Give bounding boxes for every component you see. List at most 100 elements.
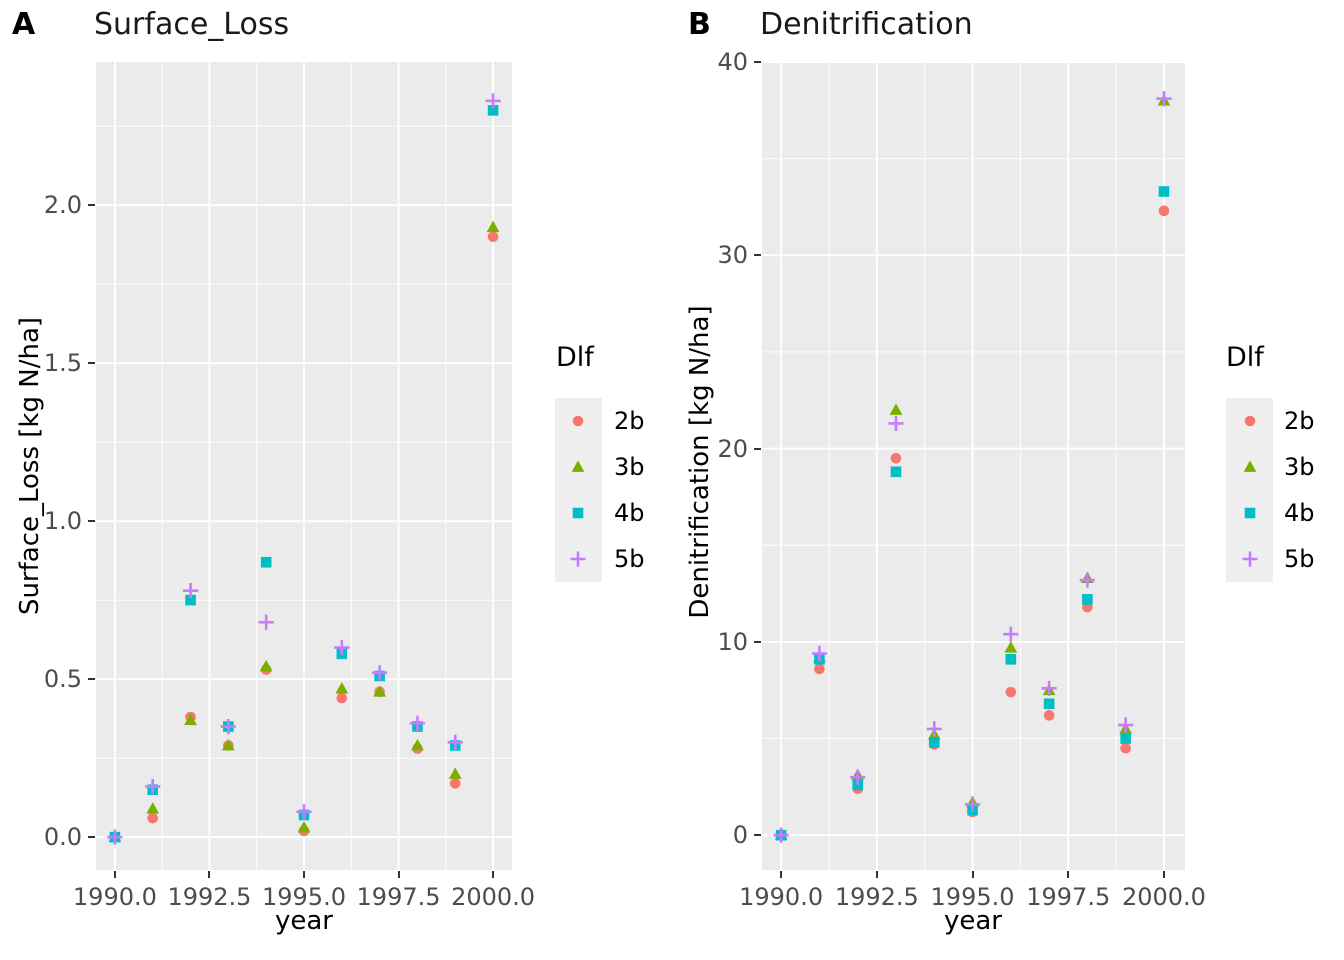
point-triangle	[571, 460, 585, 472]
legend-label-3b: 3b	[1284, 453, 1315, 481]
point-plus	[145, 778, 161, 795]
plot-area-denitrification	[762, 62, 1185, 870]
legend-key-3b	[1237, 454, 1263, 480]
point-circle	[1244, 415, 1256, 427]
legend-label-3b: 3b	[614, 453, 645, 481]
point-plus	[1079, 572, 1095, 588]
panel-background	[762, 62, 1185, 870]
point-circle	[449, 778, 461, 789]
point-triangle	[373, 685, 387, 697]
y-axis-label-surface-loss: Surface_Loss [kg N/ha]	[15, 316, 45, 616]
y-tick-label: 20	[717, 434, 748, 463]
point-plus	[447, 734, 463, 750]
x-tick-label: 1997.5	[356, 883, 441, 911]
x-axis-label-year-b: year	[943, 906, 1002, 936]
point-triangle	[486, 220, 500, 233]
point-plus	[1041, 680, 1057, 696]
point-triangle	[448, 767, 462, 779]
x-tick-label: 1990.0	[739, 883, 824, 911]
point-plus	[888, 415, 904, 432]
y-tick-mark	[88, 836, 95, 839]
x-tick-mark	[1067, 871, 1070, 878]
point-plus	[1118, 717, 1134, 733]
y-tick-label: 0.0	[43, 823, 82, 852]
point-square	[487, 105, 499, 116]
legend-key-3b	[565, 454, 591, 480]
point-square	[1005, 654, 1017, 665]
legend-key-strip-a	[555, 398, 602, 582]
y-tick-label: 1.5	[43, 349, 82, 378]
series-5b	[773, 91, 1172, 843]
x-axis-label-year-a: year	[274, 906, 333, 936]
point-plus	[773, 827, 789, 843]
panel-tag-b: B	[688, 7, 711, 42]
x-tick-label: 1995.0	[262, 883, 346, 911]
plus-icon	[1242, 551, 1258, 567]
legend-key-5b	[565, 546, 591, 572]
point-circle	[1120, 742, 1131, 754]
x-tick-mark	[780, 871, 783, 878]
point-square	[1082, 594, 1093, 605]
legend-title-a: Dlf	[556, 342, 594, 373]
y-tick-label: 40	[717, 48, 748, 76]
point-square	[852, 779, 864, 791]
point-plus	[182, 583, 199, 599]
point-plus	[964, 796, 981, 812]
legend-label-4b: 4b	[614, 499, 645, 527]
x-tick-label: 2000.0	[451, 883, 536, 911]
y-tick-mark	[754, 61, 761, 63]
x-tick-label: 1990.0	[72, 883, 157, 911]
x-tick-mark	[492, 871, 495, 878]
x-tick-mark	[971, 871, 974, 878]
legend-key-strip-b	[1226, 398, 1273, 582]
y-tick-mark	[88, 204, 95, 207]
plot-area-surface-loss	[96, 62, 512, 870]
point-plus	[334, 639, 350, 656]
square-icon	[572, 507, 584, 519]
legend-key-4b	[1237, 500, 1263, 526]
point-plus	[485, 93, 501, 109]
y-tick-label: 10	[717, 627, 748, 656]
point-plus	[1242, 551, 1258, 567]
panel-title-denitrification: Denitrification	[760, 7, 973, 42]
point-triangle	[146, 802, 160, 814]
y-tick-label: 1.0	[43, 507, 82, 536]
series-5b	[107, 93, 501, 845]
square-icon	[1244, 507, 1256, 519]
plus-icon	[570, 551, 586, 567]
point-square	[185, 594, 196, 606]
point-triangle	[889, 403, 903, 415]
circle-icon	[572, 415, 584, 427]
triangle-icon	[571, 460, 585, 472]
legend-label-4b: 4b	[1284, 499, 1315, 527]
point-plus	[220, 718, 236, 735]
point-circle	[147, 812, 159, 824]
point-plus	[1003, 626, 1019, 642]
point-triangle	[1004, 641, 1018, 653]
point-plus	[570, 551, 586, 567]
y-tick-mark	[88, 362, 95, 365]
point-plus	[850, 769, 866, 785]
x-tick-label: 1992.5	[167, 883, 252, 911]
point-square	[890, 466, 902, 478]
y-tick-mark	[754, 447, 761, 450]
x-tick-mark	[303, 871, 305, 878]
point-plus	[926, 721, 942, 737]
point-circle	[572, 415, 584, 427]
y-tick-mark	[88, 678, 95, 681]
point-plus	[296, 804, 312, 820]
x-tick-label: 1995.0	[930, 883, 1015, 911]
point-plus	[811, 645, 828, 662]
legend-title-b: Dlf	[1226, 342, 1264, 373]
point-square	[1158, 186, 1170, 197]
point-square	[260, 556, 272, 568]
legend-key-4b	[565, 500, 591, 526]
x-tick-mark	[875, 871, 878, 878]
y-tick-mark	[754, 640, 761, 643]
y-tick-mark	[88, 520, 95, 523]
point-plus	[1156, 91, 1172, 107]
point-circle	[336, 692, 348, 704]
y-tick-mark	[754, 834, 761, 837]
x-tick-label: 2000.0	[1121, 883, 1206, 911]
